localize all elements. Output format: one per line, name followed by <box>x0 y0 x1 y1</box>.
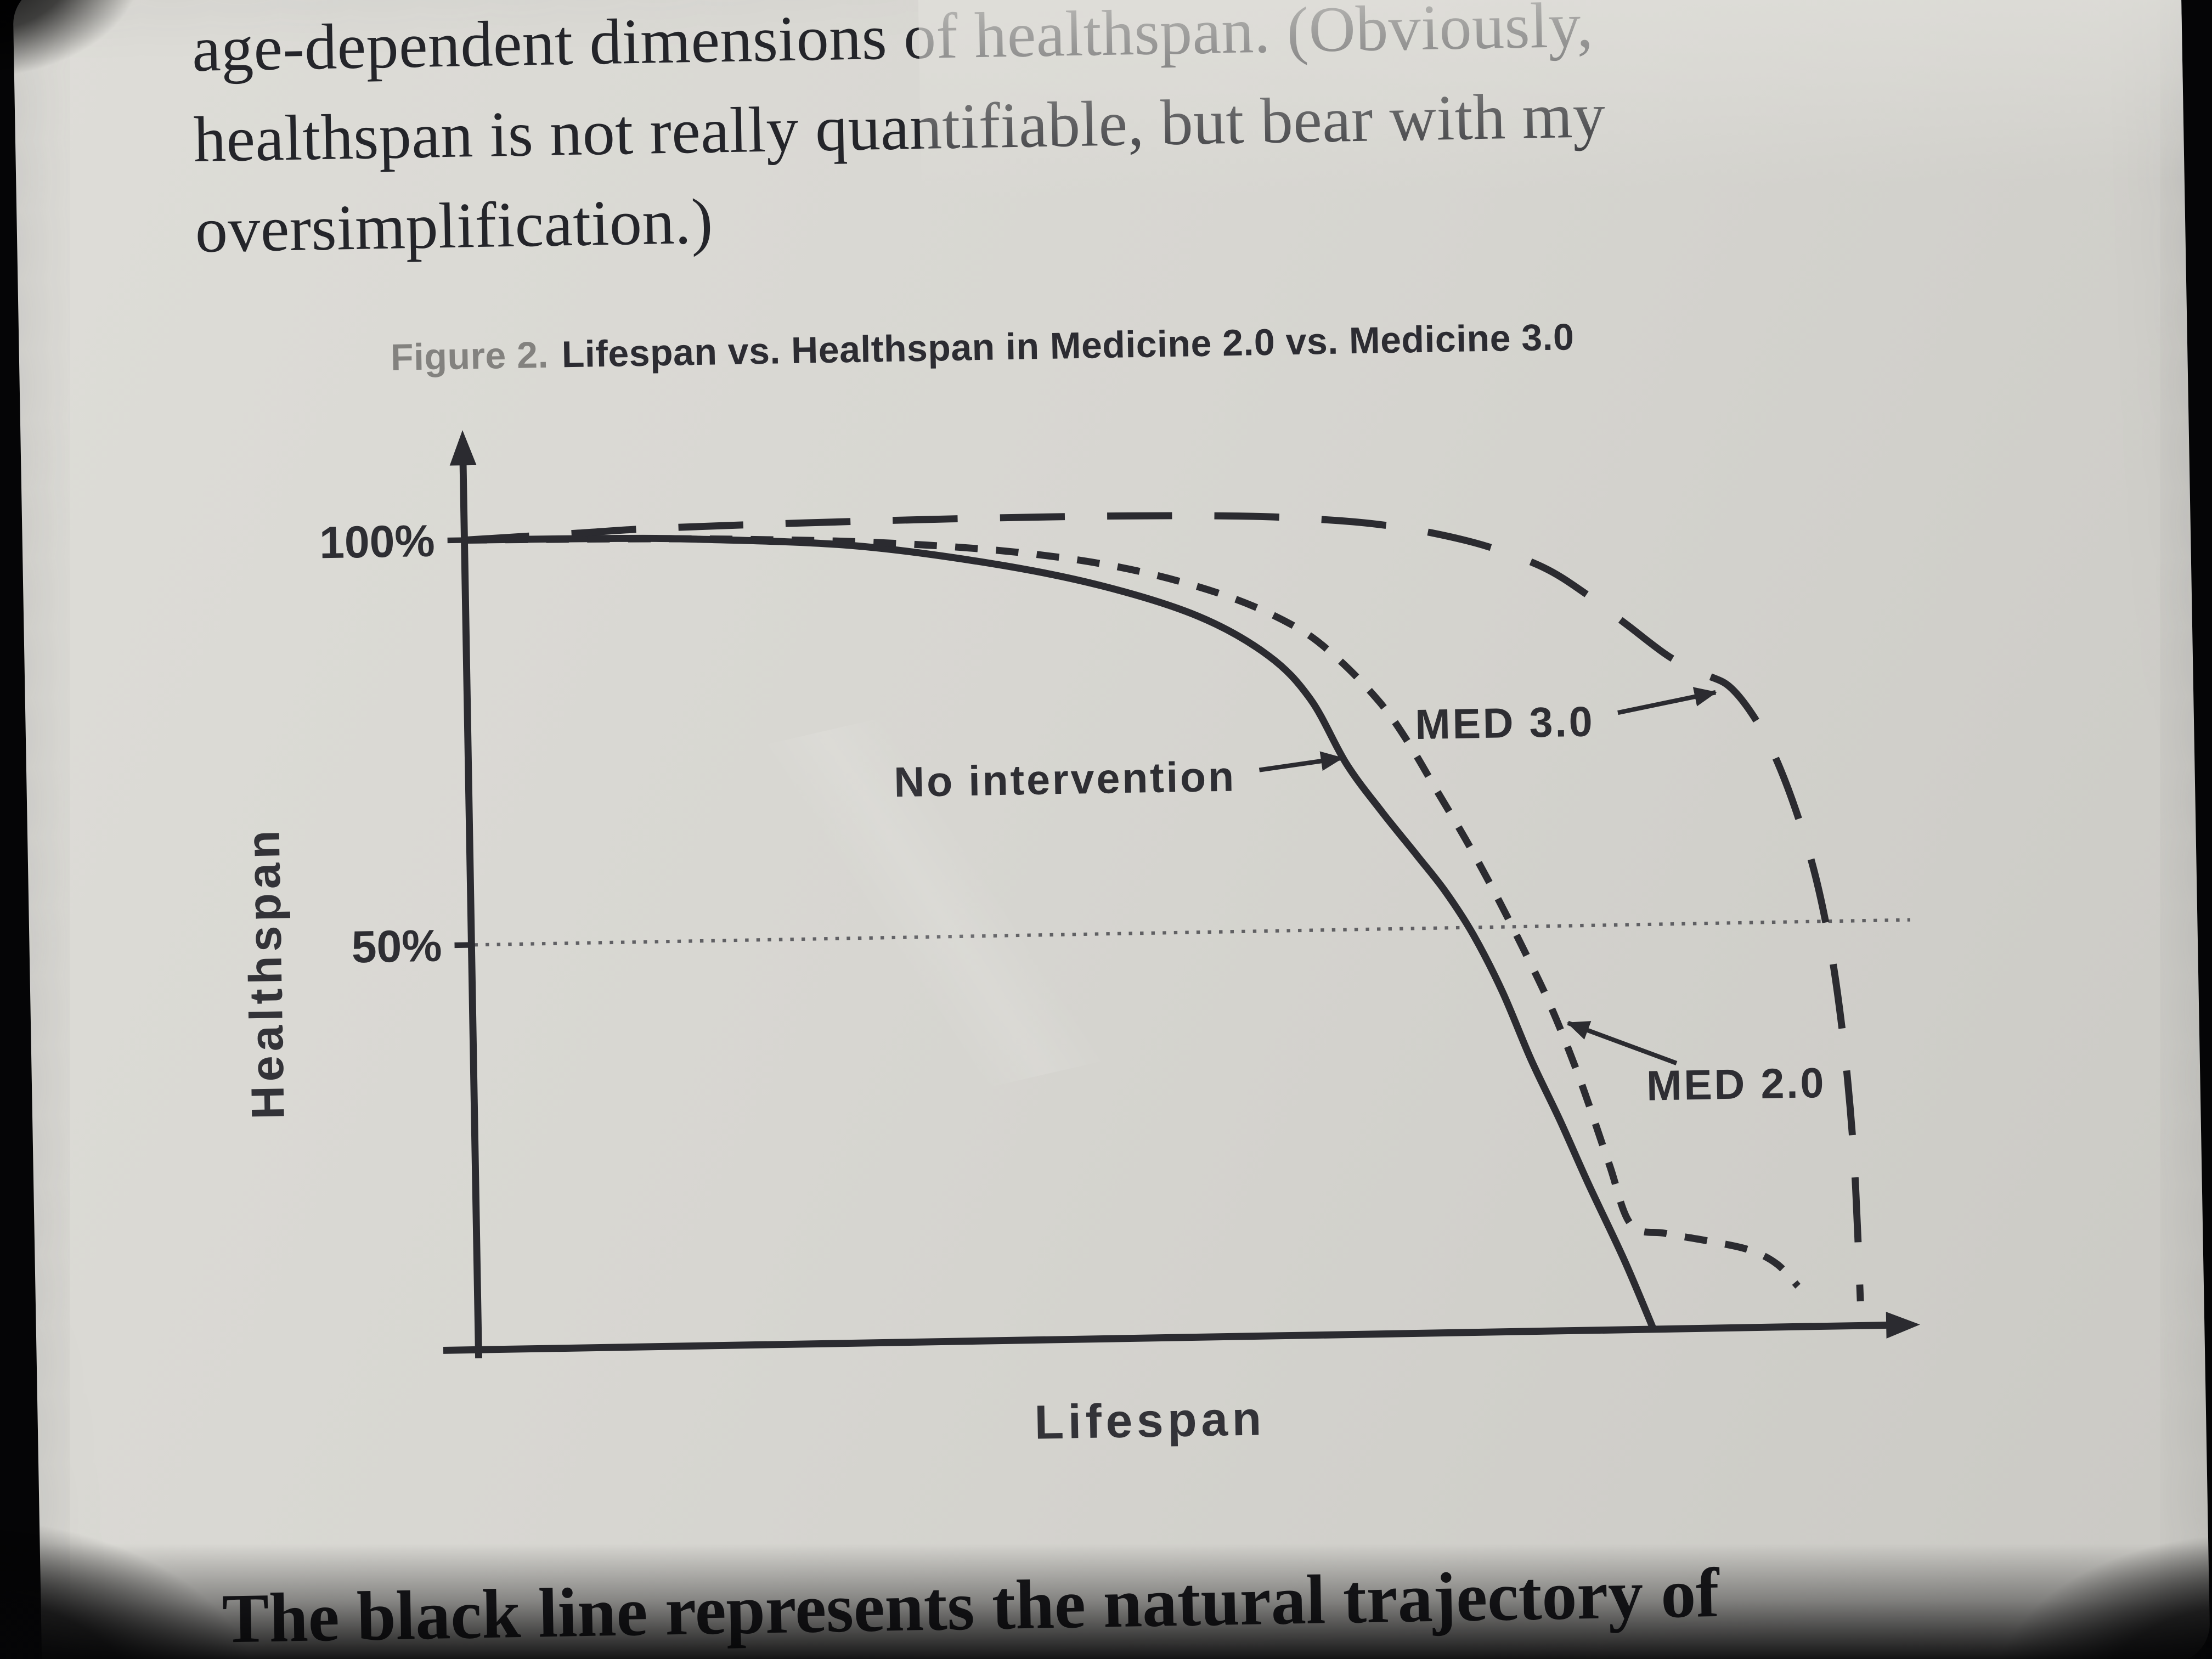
figure-title: Lifespan vs. Healthspan in Medicine 2.0 … <box>561 316 1575 376</box>
y-tick-label: 100% <box>319 516 435 568</box>
x-axis <box>443 1321 1891 1354</box>
y-axis <box>459 459 482 1358</box>
body-text-bottom: The black line represents the natural tr… <box>221 1553 1720 1658</box>
x-axis-arrowhead-icon <box>1886 1312 1920 1339</box>
series-no-intervention <box>464 534 1657 1331</box>
figure-caption: Figure 2. Lifespan vs. Healthspan in Medi… <box>390 315 1575 379</box>
annotation-med-2-0: MED 2.0 <box>1646 1059 1826 1110</box>
series-med-3-0 <box>464 512 1864 1302</box>
chart-area: 100% 50% Healthspan Lifespan No intervention… <box>201 385 1997 1502</box>
y-tick-label: 50% <box>351 921 442 973</box>
y-axis-arrowhead-icon <box>449 430 477 466</box>
ereader-page: age-dependent dimensions of healthspan. … <box>13 0 2210 1659</box>
x-axis-title: Lifespan <box>1034 1391 1266 1449</box>
healthspan-lifespan-chart: 100% 50% Healthspan Lifespan No intervention… <box>236 430 1920 1449</box>
fifty-percent-gridline <box>474 918 1910 947</box>
y-axis-title: Healthspan <box>236 826 294 1120</box>
annotation-med-3-0: MED 3.0 <box>1415 698 1595 748</box>
figure-number: Figure 2. <box>390 334 549 379</box>
annotation-arrow <box>1617 687 1717 715</box>
body-text-top: age-dependent dimensions of healthspan. … <box>191 0 2105 276</box>
annotation-arrow <box>1566 1020 1678 1065</box>
series-med-2-0 <box>464 535 1801 1289</box>
annotation-arrow <box>1259 751 1344 772</box>
annotation-no-intervention: No intervention <box>894 753 1237 806</box>
